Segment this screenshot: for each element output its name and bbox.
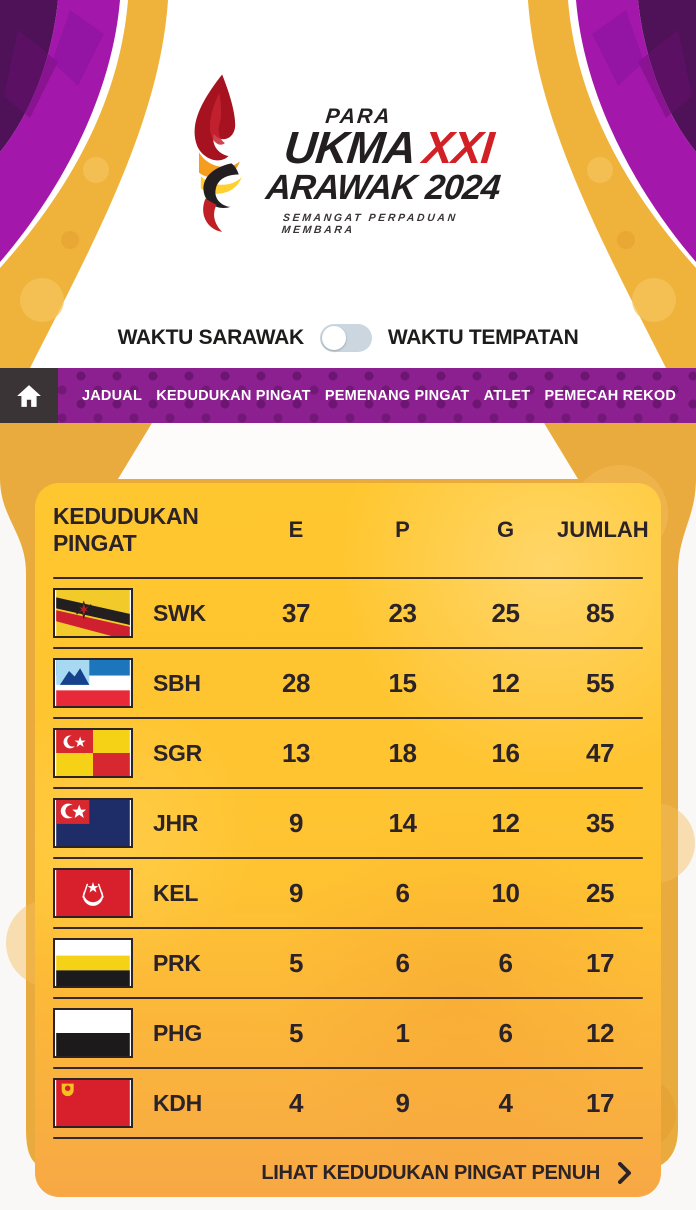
sabah-flag [53,658,133,708]
total-count: 17 [586,947,614,978]
logo-year: 2024 [423,167,502,207]
medal-table-header: KEDUDUKAN PINGAT E P G JUMLAH [35,483,661,577]
bronze-count: 10 [491,877,520,908]
logo-tagline: SEMANGAT PERPADUAN MEMBARA [280,211,459,236]
bronze-count: 16 [491,737,520,768]
state-code: PRK [153,949,201,976]
waktu-sarawak-label: WAKTU SARAWAK [117,326,305,349]
table-title-line2: PINGAT [53,530,137,556]
total-count: 12 [586,1017,614,1048]
column-header-e: E [288,517,304,542]
chevron-right-icon [618,1162,631,1184]
row-divider [53,1067,643,1069]
main-nav: JADUAL KEDUDUKAN PINGAT PEMENANG PINGAT … [0,368,696,423]
nav-item-pemecah-rekod[interactable]: PEMECAH REKOD [544,387,676,404]
full-standings-link[interactable]: LIHAT KEDUDUKAN PINGAT PENUH [35,1139,661,1197]
bronze-count: 6 [498,1017,513,1048]
medal-row-phg: PHG 5 1 6 12 [35,999,661,1067]
bronze-count: 6 [498,947,513,978]
kelantan-flag [53,868,133,918]
full-standings-label: LIHAT KEDUDUKAN PINGAT PENUH [261,1161,600,1184]
state-code: SWK [153,599,206,626]
silver-count: 6 [395,877,410,908]
bronze-count: 12 [491,807,520,838]
medal-row-kdh: KDH 4 9 4 17 [35,1069,661,1137]
torch-flame-icon [194,74,242,232]
state-code: KEL [153,879,199,906]
medal-table-card: KEDUDUKAN PINGAT E P G JUMLAH [35,483,661,1197]
medal-row-sbh: SBH 28 15 12 55 [35,649,661,717]
gold-count: 5 [289,947,303,978]
bronze-count: 12 [491,667,520,698]
total-count: 35 [586,807,614,838]
row-divider [53,927,643,929]
column-header-jumlah: JUMLAH [557,517,649,542]
logo-arawak: ARAWAK [263,167,418,207]
gold-count: 9 [289,807,303,838]
table-title-line1: KEDUDUKAN [53,502,199,529]
total-count: 47 [586,737,614,768]
pahang-flag [53,1008,133,1058]
medal-row-jhr: JHR 9 14 12 35 [35,789,661,857]
bronze-count: 4 [498,1087,513,1118]
time-toggle-row: WAKTU SARAWAK WAKTU TEMPATAN [0,324,696,352]
sarawak-flag [53,588,133,638]
column-header-g: G [496,517,515,542]
gold-count: 37 [282,597,310,628]
silver-count: 15 [388,667,417,698]
silver-count: 9 [395,1087,410,1118]
state-code: SGR [153,739,202,766]
toggle-knob [321,326,346,350]
row-divider [53,787,643,789]
selangor-flag [53,728,133,778]
nav-item-kedudukan-pingat[interactable]: KEDUDUKAN PINGAT [156,387,311,404]
state-code: KDH [153,1089,202,1116]
kedah-flag [53,1078,133,1128]
gold-count: 28 [282,667,310,698]
medal-row-kel: KEL 9 6 10 25 [35,859,661,927]
bronze-count: 25 [491,597,520,628]
row-divider [53,577,643,579]
content-section: KEDUDUKAN PINGAT E P G JUMLAH [0,423,696,1210]
medal-row-sgr: SGR 13 18 16 47 [35,719,661,787]
nav-item-jadual[interactable]: JADUAL [82,387,143,404]
total-count: 17 [586,1087,614,1118]
gold-count: 13 [282,737,310,768]
logo-xxi: XXI [420,122,496,173]
silver-count: 14 [388,807,417,838]
home-icon [17,384,41,407]
johor-flag [53,798,133,848]
nav-item-pemenang-pingat[interactable]: PEMENANG PINGAT [324,387,470,404]
silver-count: 6 [395,947,410,978]
gold-count: 5 [289,1017,303,1048]
arch-decoration [0,0,696,368]
perak-flag [53,938,133,988]
time-toggle-switch[interactable] [319,324,372,352]
row-divider [53,997,643,999]
total-count: 25 [586,877,614,908]
state-code: SBH [153,669,201,696]
gold-count: 9 [289,877,303,908]
waktu-tempatan-label: WAKTU TEMPATAN [387,326,579,349]
row-divider [53,717,643,719]
gold-count: 4 [289,1087,303,1118]
row-divider [53,1137,643,1139]
silver-count: 18 [388,737,417,768]
silver-count: 1 [395,1017,410,1048]
medal-row-prk: PRK 5 6 6 17 [35,929,661,997]
nav-item-atlet[interactable]: ATLET [483,387,531,404]
total-count: 85 [586,597,614,628]
row-divider [53,647,643,649]
home-button[interactable] [0,368,58,423]
silver-count: 23 [388,597,417,628]
state-code: JHR [153,809,199,836]
column-header-p: P [395,517,410,542]
hero-header: PARA UKMAXXI ARAWAK 2024 SEMANGAT PERPADU… [0,0,696,368]
state-code: PHG [153,1019,202,1046]
medal-row-swk: SWK 37 23 25 85 [35,579,661,647]
row-divider [53,857,643,859]
total-count: 55 [586,667,614,698]
event-logo: PARA UKMAXXI ARAWAK 2024 SEMANGAT PERPADU… [174,66,522,246]
logo-ukma: UKMA [281,122,418,173]
